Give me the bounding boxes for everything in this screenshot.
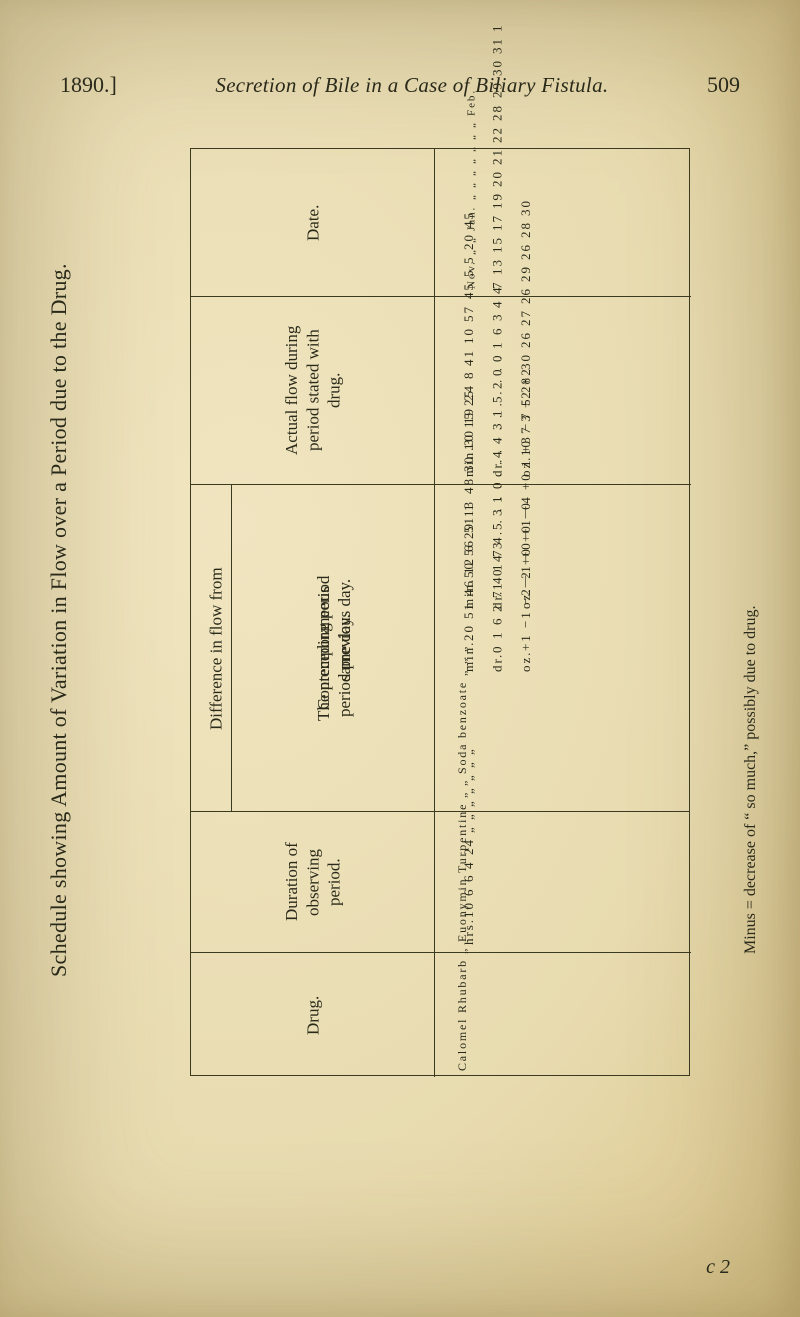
drug-names-row: Calomel Rhubarb „ Euonymin Turpentine „ … [453, 959, 493, 1071]
label-date: Date. [289, 149, 337, 296]
label-preceding: The preceding period same day. [304, 485, 364, 811]
footnote: Minus = decrease of “ so much,” possibly… [710, 470, 800, 1090]
schedule-caption: Schedule showing Amount of Variation in … [46, 160, 72, 1080]
date-day-row: 7 13 15 17 19 20 21 22 28 29 30 31 1 [486, 157, 511, 289]
cell-actual-label: Actual flow during period stated with dr… [191, 297, 435, 485]
main-table: Date. Nov. „ „ Jan. „ „ „ „ „ „ „ Feb. 7… [190, 148, 690, 1076]
cell-date-label: Date. [191, 149, 435, 297]
label-drug: Drug. [289, 953, 337, 1077]
prec-dr-row: dr.1 0 4 3 . . . . . . . . . . . . . . .… [486, 493, 515, 609]
label-actual: Actual flow during period stated with dr… [273, 297, 353, 484]
prec-min-row: min.50 56 51 1 [457, 493, 486, 609]
label-duration: Duration of observing period. [281, 812, 345, 952]
signature-mark: c 2 [706, 1256, 730, 1279]
label-difference: Difference in flow from [197, 485, 235, 812]
running-header: 1890.] Secretion of Bile in a Case of Bi… [60, 72, 740, 98]
prec-oz-row: oz.−2 +0 +0 −0 [514, 493, 543, 609]
header-pageno: 509 [707, 72, 740, 98]
label-difference-outer: Difference in flow from [197, 485, 235, 811]
header-title: Secretion of Bile in a Case of Biliary F… [215, 73, 608, 98]
cell-drug-data: Calomel Rhubarb „ Euonymin Turpentine „ … [435, 953, 691, 1077]
footnote-minus: Minus = decrease of “ so much,” possibly… [742, 606, 759, 955]
cell-drug-label: Drug. [191, 953, 435, 1077]
row-difference: Difference in flow from Contemporaneous … [191, 485, 689, 812]
header-year: 1890.] [60, 72, 117, 98]
cell-duration-label: Duration of observing period. [191, 812, 435, 953]
